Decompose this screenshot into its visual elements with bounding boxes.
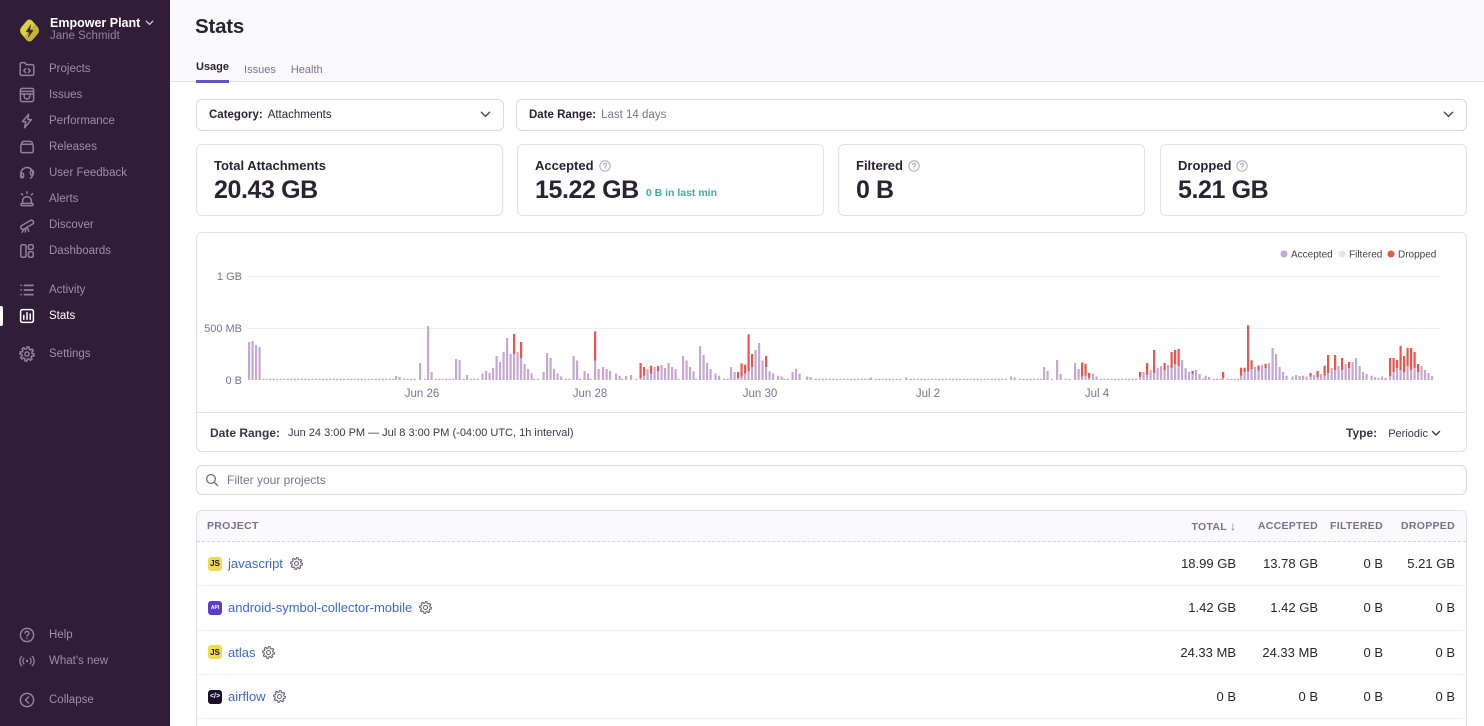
svg-text:Jun 26: Jun 26 [405, 388, 440, 400]
svg-text:Jul 2: Jul 2 [916, 388, 940, 400]
svg-text:Dropped: Dropped [1398, 250, 1436, 261]
svg-text:Jun 28: Jun 28 [573, 388, 608, 400]
svg-text:Filtered: Filtered [1349, 250, 1382, 261]
svg-text:500 MB: 500 MB [204, 323, 242, 335]
svg-text:Accepted: Accepted [1291, 250, 1333, 261]
svg-text:0 B: 0 B [225, 375, 242, 387]
svg-text:Jun 30: Jun 30 [743, 388, 778, 400]
svg-text:1 GB: 1 GB [217, 271, 242, 283]
svg-text:Jul 4: Jul 4 [1085, 388, 1110, 400]
